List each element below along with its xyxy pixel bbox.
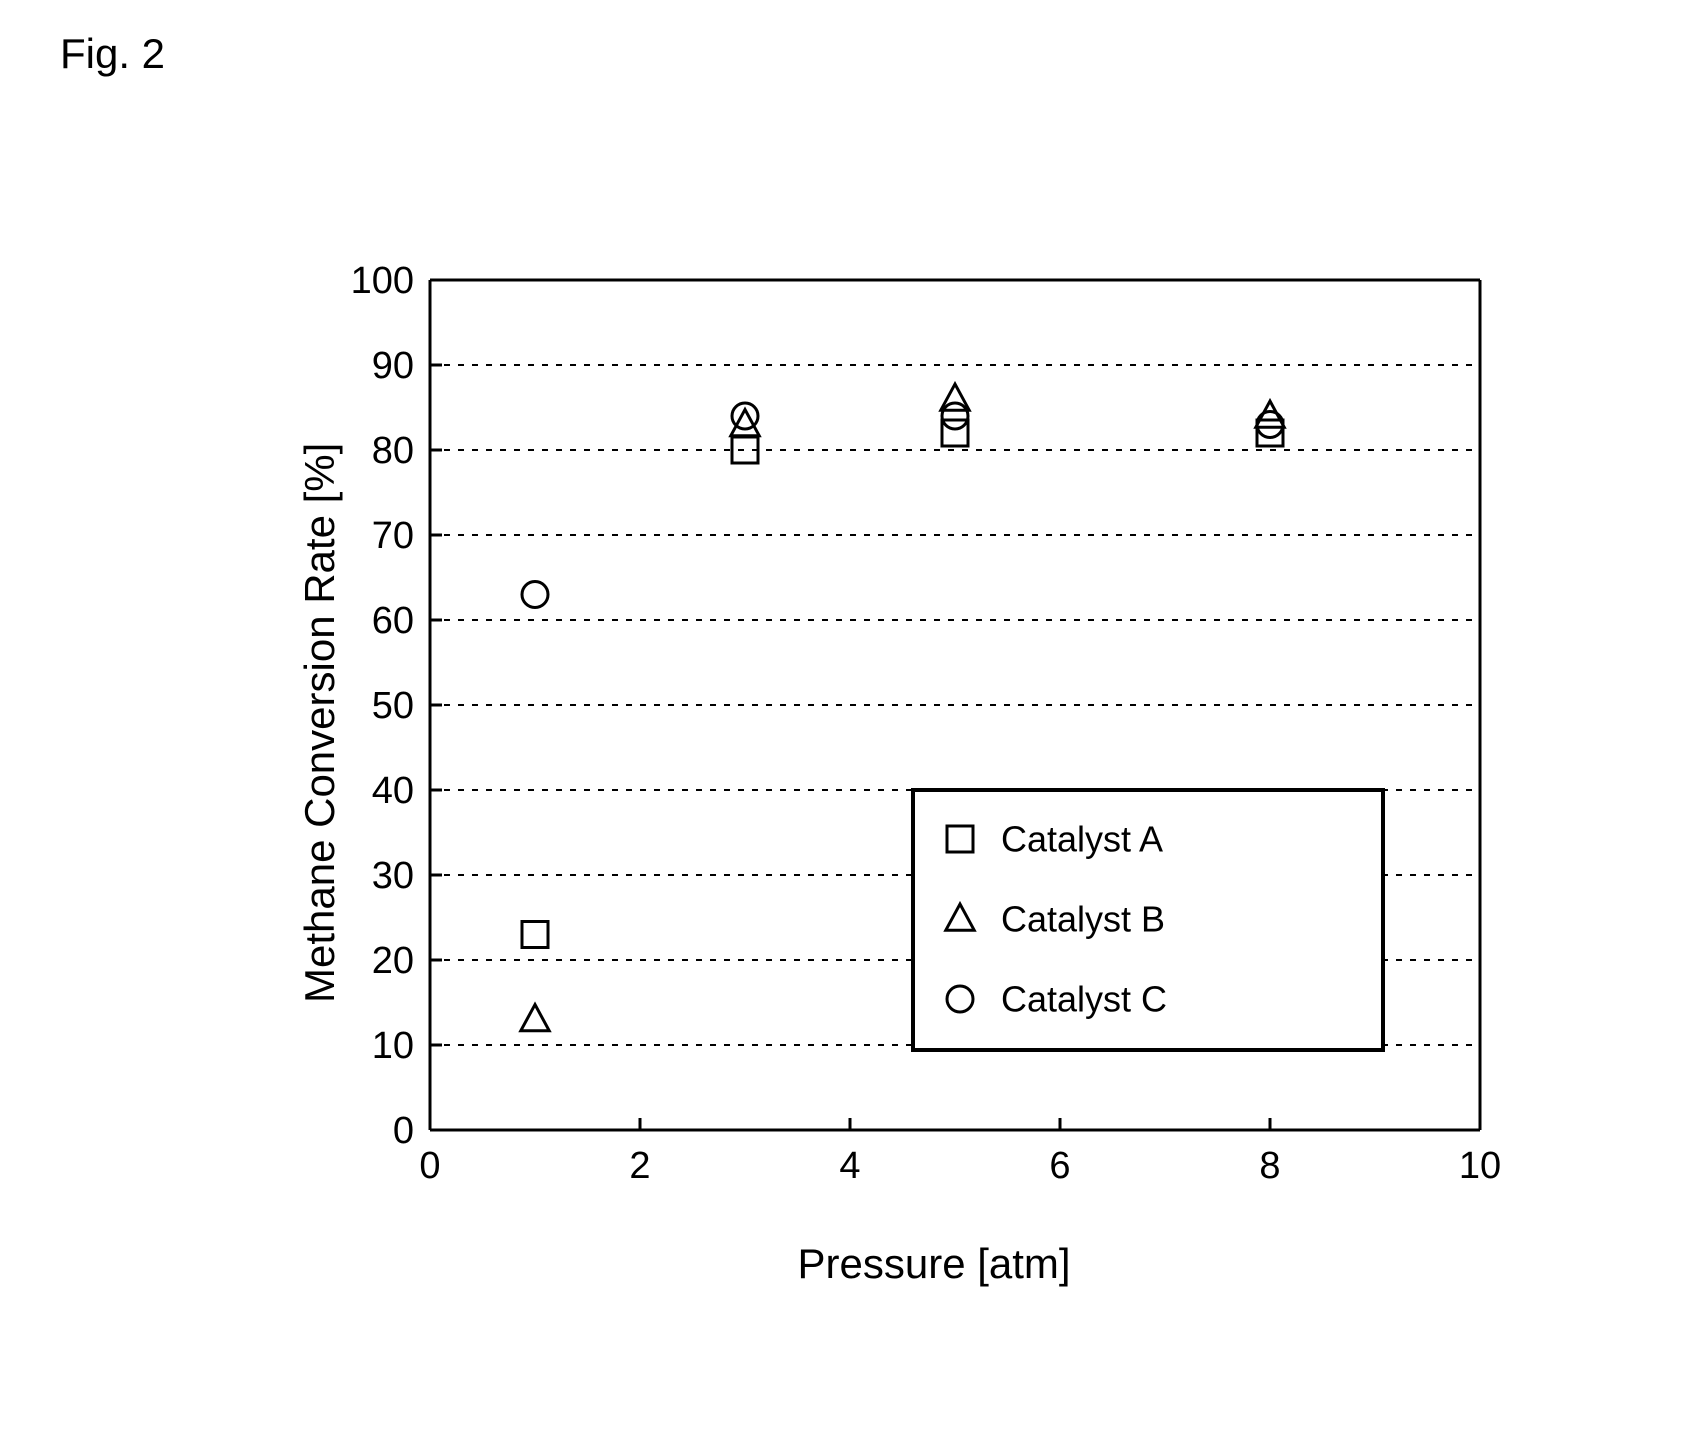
y-tick-label: 70: [372, 515, 414, 557]
legend: Catalyst A Catalyst B Catalyst C: [913, 790, 1383, 1050]
y-axis-label: Methane Conversion Rate [%]: [296, 442, 344, 1002]
y-tick-label: 60: [372, 600, 414, 642]
page: Fig. 2 02468100102030405060708090100Cata…: [0, 0, 1687, 1455]
y-tick-label: 0: [393, 1110, 414, 1152]
legend-label: Catalyst A: [1001, 819, 1163, 860]
y-tick-label: 10: [372, 1025, 414, 1067]
figure-label: Fig. 2: [60, 30, 165, 78]
x-tick-label: 10: [1459, 1145, 1501, 1187]
legend-label: Catalyst C: [1001, 979, 1167, 1020]
x-tick-label: 2: [629, 1145, 650, 1187]
x-axis-label: Pressure [atm]: [798, 1240, 1071, 1288]
y-tick-label: 90: [372, 345, 414, 387]
y-tick-label: 30: [372, 855, 414, 897]
y-tick-label: 80: [372, 430, 414, 472]
x-tick-label: 6: [1049, 1145, 1070, 1187]
x-tick-label: 4: [839, 1145, 860, 1187]
y-tick-label: 20: [372, 940, 414, 982]
y-tick-label: 100: [351, 260, 414, 302]
chart-container: 02468100102030405060708090100Catalyst AC…: [260, 260, 1560, 1280]
x-tick-label: 0: [419, 1145, 440, 1187]
scatter-chart: 02468100102030405060708090100Catalyst AC…: [260, 260, 1560, 1280]
y-tick-label: 50: [372, 685, 414, 727]
legend-label: Catalyst B: [1001, 899, 1165, 940]
y-tick-label: 40: [372, 770, 414, 812]
x-tick-label: 8: [1259, 1145, 1280, 1187]
